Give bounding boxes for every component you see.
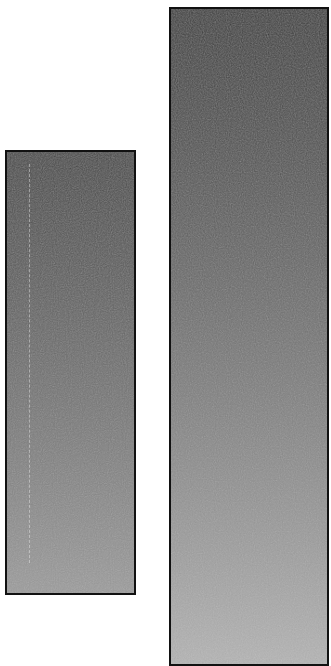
left-panel-texture — [7, 152, 134, 593]
right-panel-texture — [171, 9, 327, 664]
left-textured-panel — [5, 150, 136, 595]
right-textured-panel — [169, 7, 329, 666]
left-panel-dashed-line — [29, 164, 30, 563]
